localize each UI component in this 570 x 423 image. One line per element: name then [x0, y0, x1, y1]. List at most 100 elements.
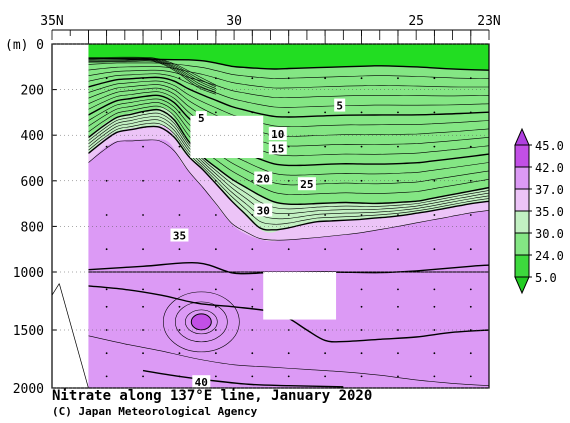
sample-point	[324, 248, 327, 251]
sample-point	[214, 352, 217, 355]
y-tick-label: 0	[36, 38, 44, 53]
contour-line	[88, 115, 489, 215]
contour-line	[88, 91, 489, 157]
sample-point	[178, 305, 181, 308]
y-tick-label: 1500	[13, 324, 44, 339]
chart-title: Nitrate along 137°E line, January 2020	[52, 388, 373, 404]
y-axis-label: (m)	[5, 38, 28, 53]
sample-point	[142, 375, 144, 378]
contour-ring	[185, 309, 218, 335]
sample-point	[105, 111, 108, 114]
sample-point	[469, 305, 472, 308]
contour-label-bg	[195, 111, 207, 125]
sample-point	[360, 375, 363, 378]
contour-line-deep	[142, 369, 344, 388]
contour-line-deep	[88, 285, 489, 343]
contour-line	[88, 60, 217, 95]
sample-point	[397, 248, 399, 251]
contour-line	[88, 59, 217, 93]
contour-label: 30	[257, 204, 270, 217]
sample-point	[469, 77, 472, 80]
colorbar-bottom-arrow	[514, 276, 530, 295]
contour-line	[88, 73, 489, 108]
sample-point	[178, 288, 181, 291]
contour-line	[88, 59, 217, 91]
contour-line	[88, 102, 489, 186]
sample-point	[178, 248, 181, 251]
contour-line	[88, 98, 489, 176]
sample-point	[178, 77, 181, 80]
sample-point	[360, 111, 363, 114]
masked-regions	[51, 44, 337, 389]
sample-point	[397, 145, 399, 148]
sample-point	[251, 248, 254, 251]
sample-point	[397, 214, 399, 216]
sample-point	[360, 248, 363, 251]
sample-point	[469, 111, 472, 114]
sample-point	[214, 248, 217, 251]
sample-point	[142, 77, 144, 80]
sample-point	[214, 329, 217, 331]
x-tick-label: 23N	[477, 14, 500, 29]
sample-point	[287, 214, 290, 216]
sample-point	[360, 214, 363, 216]
x-tick-label: 35N	[40, 14, 63, 29]
sample-point	[105, 179, 108, 182]
sample-point	[251, 305, 254, 308]
sample-point	[142, 305, 144, 308]
sample-point	[105, 288, 108, 291]
y-tick-label: 1000	[13, 266, 44, 281]
sample-point	[105, 352, 108, 355]
contour-label: 5	[336, 100, 343, 113]
sample-point	[433, 179, 436, 182]
contour-line	[88, 80, 489, 127]
sample-point	[469, 375, 472, 378]
sample-point	[287, 375, 290, 378]
sample-point	[360, 329, 363, 331]
zone-above-24	[88, 44, 489, 71]
x-tick-label: 30	[226, 14, 242, 29]
contour-label-bg	[254, 171, 273, 185]
y-tick-label: 400	[21, 129, 44, 144]
y-tick-label: 600	[21, 175, 44, 190]
y-tick-label: 800	[21, 220, 44, 235]
sample-point	[287, 145, 290, 148]
sample-point	[324, 329, 327, 331]
contour-label: 5	[198, 112, 205, 125]
sample-point	[433, 329, 436, 331]
sample-point	[178, 111, 181, 114]
sample-point	[287, 248, 290, 251]
contour-line	[88, 56, 217, 86]
sample-point	[469, 352, 472, 355]
sample-point	[433, 214, 436, 216]
contour-label-bg	[297, 177, 316, 191]
colorbar-label: 24.0	[535, 249, 564, 263]
sample-point	[142, 352, 144, 355]
sample-point	[251, 111, 254, 114]
contour-label: 35	[173, 230, 186, 243]
sample-point	[469, 329, 472, 331]
contour-line	[88, 58, 217, 89]
colorbar-label: 35.0	[535, 205, 564, 219]
colorbar-swatch	[514, 144, 530, 168]
contour-line-bold	[87, 125, 489, 231]
sample-point	[469, 179, 472, 182]
contour-line	[88, 66, 489, 89]
sample-point	[105, 145, 108, 148]
masked-region	[263, 272, 337, 320]
sample-point	[105, 305, 108, 308]
sample-point	[469, 214, 472, 216]
contour-line-bold	[87, 108, 489, 206]
sample-point	[178, 329, 181, 331]
sample-point	[397, 179, 399, 182]
sample-point	[324, 111, 327, 114]
contour-line	[88, 139, 489, 241]
contour-line	[88, 57, 217, 88]
sample-point	[397, 375, 399, 378]
sample-point	[287, 352, 290, 355]
sample-point	[397, 329, 399, 331]
sample-point	[433, 288, 436, 291]
sample-point	[324, 214, 327, 216]
